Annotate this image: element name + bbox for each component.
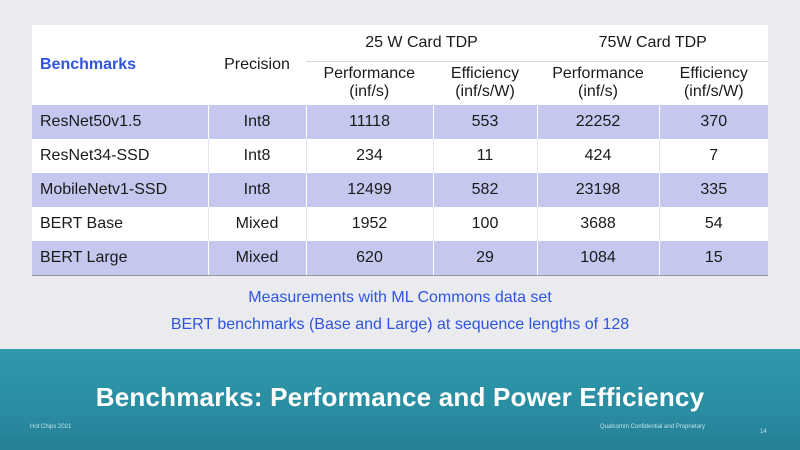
benchmark-name-cell: BERT Large	[32, 241, 208, 276]
performance-25w-cell: 12499	[305, 173, 433, 207]
footer-confidential: Qualcomm Confidential and Proprietary	[600, 424, 706, 430]
benchmark-name-cell: ResNet50v1.5	[32, 105, 208, 139]
header-efficiency-75w-line2: (inf/s/W)	[683, 83, 744, 101]
performance-75w-cell: 3688	[536, 207, 659, 241]
table-header-group-row: Benchmarks Precision 25 W Card TDP 75W C…	[32, 25, 768, 105]
benchmark-name-cell: MobileNetv1-SSD	[32, 173, 208, 207]
header-performance-25w-line1: Performance	[323, 65, 416, 83]
precision-header: Precision	[207, 25, 306, 105]
benchmark-name-cell: ResNet34-SSD	[32, 139, 208, 173]
precision-cell: Int8	[207, 139, 306, 173]
benchmarks-header: Benchmarks	[40, 56, 137, 73]
efficiency-75w-cell: 15	[658, 241, 768, 276]
precision-cell: Int8	[207, 105, 306, 139]
header-efficiency-75w: Efficiency (inf/s/W)	[658, 61, 768, 105]
table-row: MobileNetv1-SSD Int8 12499 582 23198 335	[32, 173, 768, 207]
performance-75w-cell: 23198	[536, 173, 659, 207]
performance-75w-cell: 22252	[536, 105, 659, 139]
efficiency-25w-cell: 582	[432, 173, 537, 207]
header-efficiency-25w: Efficiency (inf/s/W)	[432, 61, 537, 105]
header-performance-75w-line2: (inf/s)	[578, 83, 618, 101]
benchmark-name-cell: BERT Base	[32, 207, 208, 241]
footer-event: Hot Chips 2021	[30, 424, 72, 430]
precision-cell: Int8	[207, 173, 306, 207]
benchmark-table: Benchmarks Precision 25 W Card TDP 75W C…	[32, 25, 768, 276]
efficiency-25w-cell: 553	[432, 105, 537, 139]
efficiency-25w-cell: 11	[432, 139, 537, 173]
header-efficiency-75w-line1: Efficiency	[679, 65, 748, 83]
table-header-sub-row: Performance (inf/s) Efficiency (inf/s/W)…	[32, 61, 768, 105]
table-row: ResNet50v1.5 Int8 11118 553 22252 370	[32, 105, 768, 139]
performance-25w-cell: 1952	[305, 207, 433, 241]
group-header-25w: 25 W Card TDP	[305, 25, 537, 62]
group-header-75w: 75W Card TDP	[536, 25, 768, 62]
efficiency-75w-cell: 7	[658, 139, 768, 173]
header-performance-75w: Performance (inf/s)	[536, 61, 659, 105]
benchmark-table-container: Benchmarks Precision 25 W Card TDP 75W C…	[32, 25, 768, 276]
efficiency-25w-cell: 29	[432, 241, 537, 276]
efficiency-75w-cell: 54	[658, 207, 768, 241]
title-band	[0, 349, 800, 450]
slide-title: Benchmarks: Performance and Power Effici…	[95, 382, 705, 412]
table-row: ResNet34-SSD Int8 234 11 424 7	[32, 139, 768, 173]
header-efficiency-25w-line1: Efficiency	[450, 65, 520, 83]
performance-25w-cell: 620	[305, 241, 433, 276]
precision-cell: Mixed	[207, 241, 306, 276]
header-performance-25w: Performance (inf/s)	[306, 61, 433, 105]
precision-cell: Mixed	[207, 207, 306, 241]
efficiency-75w-cell: 370	[658, 105, 768, 139]
note-ml-commons: Measurements with ML Commons data set	[248, 289, 552, 306]
slide-content-area: Benchmarks Precision 25 W Card TDP 75W C…	[32, 25, 768, 333]
table-row: BERT Base Mixed 1952 100 3688 54	[32, 207, 768, 241]
performance-25w-cell: 11118	[305, 105, 433, 139]
header-efficiency-25w-line2: (inf/s/W)	[455, 83, 515, 101]
header-performance-25w-line2: (inf/s)	[349, 83, 390, 101]
note-bert-sequence: BERT benchmarks (Base and Large) at sequ…	[170, 316, 630, 333]
page-number: 14	[760, 429, 767, 435]
efficiency-75w-cell: 335	[658, 173, 768, 207]
performance-75w-cell: 424	[536, 139, 659, 173]
header-performance-75w-line1: Performance	[552, 65, 644, 83]
performance-75w-cell: 1084	[536, 241, 659, 276]
performance-25w-cell: 234	[305, 139, 433, 173]
efficiency-25w-cell: 100	[432, 207, 537, 241]
table-row: BERT Large Mixed 620 29 1084 15	[32, 241, 768, 276]
